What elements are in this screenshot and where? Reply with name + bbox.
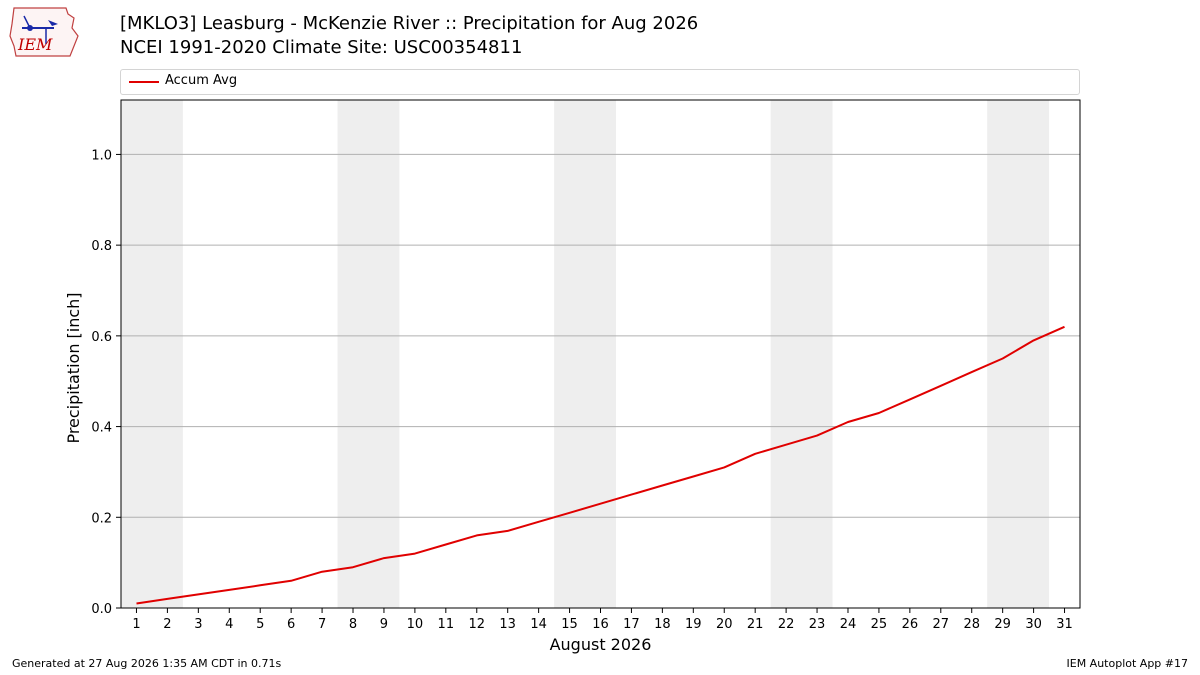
chart-title: [MKLO3] Leasburg - McKenzie River :: Pre… <box>120 13 699 34</box>
x-tick-label-4: 5 <box>256 617 264 632</box>
x-tick-label-26: 27 <box>933 617 950 632</box>
x-tick-label-6: 7 <box>318 617 326 632</box>
y-tick-label-0: 0.0 <box>91 602 112 617</box>
x-tick-label-14: 15 <box>561 617 578 632</box>
x-tick-label-12: 13 <box>499 617 516 632</box>
x-tick-label-0: 1 <box>132 617 140 632</box>
x-tick-label-29: 30 <box>1025 617 1042 632</box>
x-tick-label-21: 22 <box>778 617 795 632</box>
weekend-band-4 <box>987 100 1050 608</box>
y-tick-label-4: 0.8 <box>91 239 112 254</box>
x-tick-label-3: 4 <box>225 617 233 632</box>
iem-logo-icon: IEM <box>9 7 79 57</box>
weekend-band-3 <box>770 100 833 608</box>
x-tick-label-19: 20 <box>716 617 733 632</box>
x-tick-label-30: 31 <box>1056 617 1073 632</box>
y-tick-label-5: 1.0 <box>91 148 112 163</box>
weekend-band-1 <box>337 100 400 608</box>
x-tick-label-22: 23 <box>809 617 826 632</box>
series-line-0 <box>136 325 1065 605</box>
x-tick-label-16: 17 <box>623 617 640 632</box>
x-tick-label-20: 21 <box>747 617 764 632</box>
y-tick-label-2: 0.4 <box>91 421 112 436</box>
legend: Accum Avg <box>120 69 1080 95</box>
weekend-band-2 <box>554 100 616 608</box>
footer-app-id: IEM Autoplot App #17 <box>1066 657 1189 670</box>
x-tick-label-24: 25 <box>871 617 888 632</box>
x-tick-label-9: 10 <box>407 617 424 632</box>
x-tick-label-7: 8 <box>349 617 357 632</box>
legend-swatch-accum-avg <box>129 81 159 83</box>
weekend-band-0 <box>121 100 183 608</box>
x-tick-label-17: 18 <box>654 617 671 632</box>
x-tick-label-1: 2 <box>163 617 171 632</box>
x-tick-label-28: 29 <box>994 617 1011 632</box>
x-tick-label-11: 12 <box>468 617 485 632</box>
x-tick-label-8: 9 <box>380 617 388 632</box>
chart-subtitle: NCEI 1991-2020 Climate Site: USC00354811 <box>120 37 523 58</box>
y-tick-label-1: 0.2 <box>91 511 112 526</box>
legend-label-accum-avg: Accum Avg <box>165 73 238 88</box>
x-tick-label-25: 26 <box>902 617 919 632</box>
x-tick-label-15: 16 <box>592 617 609 632</box>
iem-logo-text: IEM <box>17 35 53 54</box>
x-axis-label: August 2026 <box>550 635 652 654</box>
y-tick-label-3: 0.6 <box>91 330 112 345</box>
x-tick-label-18: 19 <box>685 617 702 632</box>
x-tick-label-2: 3 <box>194 617 202 632</box>
x-tick-label-23: 24 <box>840 617 857 632</box>
x-tick-label-27: 28 <box>963 617 980 632</box>
y-axis-label: Precipitation [inch] <box>64 292 83 443</box>
x-tick-label-5: 6 <box>287 617 295 632</box>
x-tick-label-10: 11 <box>438 617 455 632</box>
footer-generated: Generated at 27 Aug 2026 1:35 AM CDT in … <box>12 657 282 670</box>
x-tick-label-13: 14 <box>530 617 547 632</box>
